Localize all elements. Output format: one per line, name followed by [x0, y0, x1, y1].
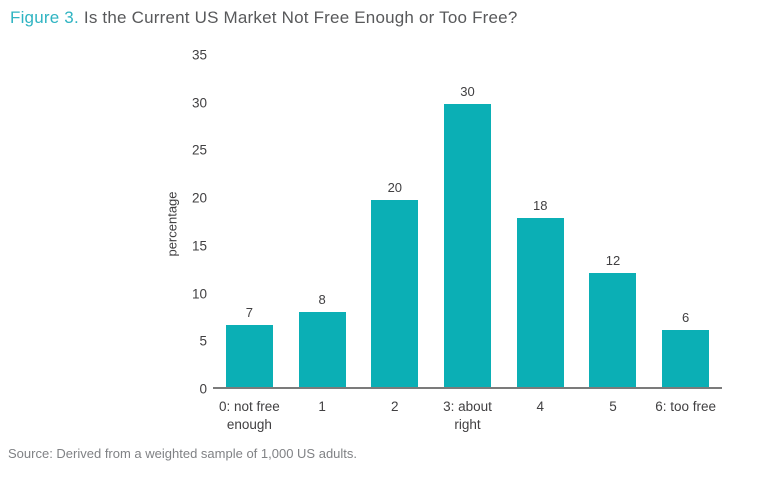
bar-column: 18	[504, 198, 577, 387]
x-axis-tick-labels: 0: not free enough 1 2 3: about right 4 5 6: too…	[213, 398, 722, 433]
bar-column: 20	[358, 180, 431, 387]
x-tick-label: 1	[286, 398, 359, 433]
bar	[225, 324, 273, 387]
bar	[371, 199, 419, 387]
x-tick-label-line: 1	[318, 399, 326, 414]
chart-title-text: Is the Current US Market Not Free Enough…	[83, 8, 518, 27]
x-tick-label: 4	[504, 398, 577, 433]
y-axis-title: percentage	[164, 191, 180, 257]
y-tick-label: 10	[191, 286, 207, 302]
bar-value-label: 6	[682, 309, 690, 325]
bar-column: 30	[431, 84, 504, 387]
x-tick-label-line: enough	[226, 416, 272, 432]
bar	[662, 329, 710, 387]
bar	[516, 218, 564, 387]
y-tick-label: 35	[191, 47, 207, 63]
x-tick-label-line: 5	[609, 399, 617, 414]
bar-value-label: 18	[533, 198, 548, 214]
y-tick-label: 15	[191, 238, 207, 254]
bar-value-label: 12	[605, 253, 621, 269]
y-tick-label: 0	[199, 381, 207, 397]
bar-column: 12	[577, 253, 650, 387]
x-tick-label: 0: not free enough	[213, 398, 286, 433]
y-tick-label: 25	[191, 142, 207, 158]
bar-column: 8	[286, 292, 359, 387]
x-tick-label-line: 2	[391, 399, 399, 414]
bar-value-label: 7	[245, 304, 253, 320]
bar	[444, 103, 492, 387]
x-tick-label: 3: about right	[431, 398, 504, 433]
bar-value-label: 20	[387, 179, 403, 195]
y-tick-label: 5	[199, 333, 207, 349]
x-tick-label-line: 4	[536, 399, 544, 414]
x-tick-label: 5	[577, 398, 650, 433]
bars-container: 7 8 20 30 18 12 6	[213, 55, 722, 387]
x-tick-label: 2	[358, 398, 431, 433]
bar-value-label: 30	[460, 83, 475, 99]
bar	[298, 311, 346, 387]
plot-area: 7 8 20 30 18 12 6	[213, 55, 722, 389]
bar	[589, 273, 637, 387]
x-tick-label-line: 3: about	[443, 399, 492, 414]
x-tick-label-line: 0: not free	[218, 399, 280, 414]
x-tick-label-line: right	[454, 416, 481, 432]
x-tick-label-line: 6: too free	[655, 399, 717, 414]
x-tick-label: 6: too free	[649, 398, 722, 433]
bar-column: 7	[213, 305, 286, 387]
source-note: Source: Derived from a weighted sample o…	[8, 446, 358, 461]
y-tick-label: 30	[191, 95, 207, 111]
bar-value-label: 8	[318, 291, 326, 307]
bar-column: 6	[649, 310, 722, 387]
chart-title: Figure 3. Is the Current US Market Not Fr…	[10, 8, 517, 28]
figure-number-label: Figure 3.	[10, 8, 79, 27]
y-tick-label: 20	[191, 190, 207, 206]
